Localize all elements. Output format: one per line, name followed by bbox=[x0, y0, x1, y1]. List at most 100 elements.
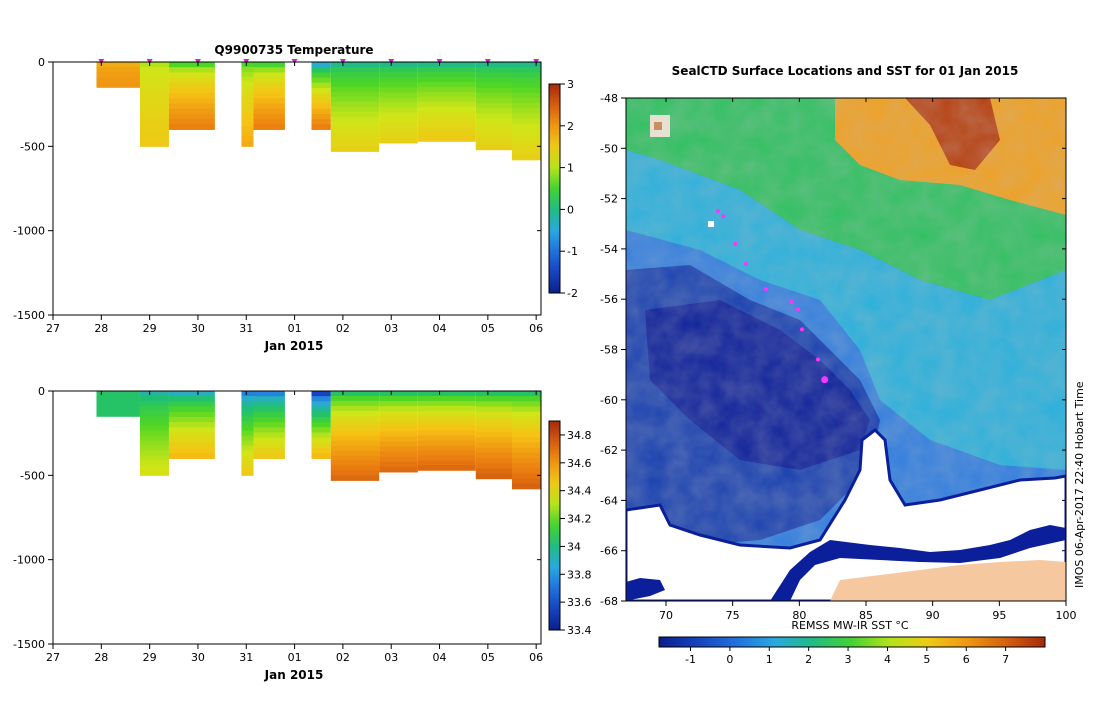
profile-cell bbox=[512, 478, 541, 485]
profile-cell bbox=[311, 442, 331, 449]
profile-cell bbox=[330, 420, 380, 427]
profile-cell bbox=[139, 460, 169, 466]
profile-cell bbox=[379, 92, 418, 98]
profile-cell bbox=[139, 465, 169, 471]
profile-cell bbox=[330, 131, 380, 137]
map-y-tick-label: -54 bbox=[600, 243, 618, 256]
profile-cell bbox=[475, 427, 513, 433]
profile-cell bbox=[330, 126, 380, 133]
profile bbox=[512, 391, 541, 490]
profile-cell bbox=[379, 67, 418, 73]
profile-cell bbox=[253, 93, 285, 99]
profile-cell bbox=[379, 137, 418, 144]
profile bbox=[475, 391, 513, 480]
profile-cell bbox=[168, 93, 215, 99]
profile-cell bbox=[253, 427, 285, 434]
profile-cell bbox=[330, 146, 380, 152]
profile-cell bbox=[475, 396, 513, 402]
profile-cell bbox=[379, 72, 418, 78]
profile bbox=[311, 391, 331, 459]
profile-cell bbox=[379, 62, 418, 68]
profile-cell bbox=[253, 67, 285, 73]
profile-cell bbox=[512, 468, 541, 474]
profile-cell bbox=[417, 430, 476, 437]
x-tick-label: 28 bbox=[94, 651, 108, 664]
profile-cell bbox=[475, 87, 513, 94]
profile-cell bbox=[96, 406, 140, 412]
profile-cell bbox=[311, 124, 331, 130]
map-y-tick-label: -64 bbox=[600, 494, 618, 507]
x-tick-label: 30 bbox=[191, 651, 205, 664]
profile-cell bbox=[475, 62, 513, 68]
profile-cell bbox=[417, 410, 476, 417]
sst-map-axes: 70 75 80 85 90 95 100 -48 -50 -52 -54 -56 -58 -60 -62 -… bbox=[600, 92, 1076, 622]
profile-cell bbox=[330, 91, 380, 98]
profile bbox=[241, 62, 254, 147]
profile-cell bbox=[311, 77, 331, 84]
profile-cell bbox=[379, 421, 418, 427]
profile-cell bbox=[379, 112, 418, 119]
profile-cell bbox=[241, 131, 254, 137]
profile-cell bbox=[475, 103, 513, 109]
profile-cell bbox=[512, 128, 541, 135]
profile bbox=[475, 62, 513, 151]
profile-cell bbox=[139, 391, 169, 397]
profile-cell bbox=[417, 455, 476, 461]
profile-cell bbox=[475, 411, 513, 418]
x-tick-label: 03 bbox=[384, 651, 398, 664]
salinity-colorbar bbox=[548, 420, 561, 631]
profile-cell bbox=[253, 432, 285, 439]
sst-map-title: SealCTD Surface Locations and SST for 01… bbox=[672, 64, 1019, 78]
profile-cell bbox=[311, 416, 331, 423]
profile-cell bbox=[475, 67, 513, 73]
colorbar-tick-label: -2 bbox=[567, 287, 578, 300]
profile bbox=[139, 62, 169, 147]
salinity-plot-frame bbox=[52, 390, 542, 645]
profile-cell bbox=[311, 396, 331, 402]
profile-cell bbox=[139, 121, 169, 127]
profile-cell bbox=[241, 91, 254, 98]
map-y-tick-label: -52 bbox=[600, 193, 618, 206]
profile-cell bbox=[379, 401, 418, 407]
profile-cell bbox=[379, 451, 418, 458]
profile-cell bbox=[311, 422, 331, 428]
profile-cell bbox=[241, 430, 254, 437]
profile-cell bbox=[241, 440, 254, 447]
profile-cell bbox=[512, 396, 541, 402]
profile-cell bbox=[253, 406, 285, 413]
profile-cell bbox=[168, 119, 215, 125]
profile-cell bbox=[417, 460, 476, 466]
profile bbox=[379, 62, 418, 144]
profile-cell bbox=[330, 86, 380, 93]
salinity-axes: 27 28 29 30 31 01 02 03 04 05 06 0 -500 -1000 -1500 bbox=[13, 385, 543, 664]
profile-cell bbox=[168, 113, 215, 120]
profile-cell bbox=[330, 96, 380, 103]
profile bbox=[96, 391, 140, 417]
profile-cell bbox=[311, 391, 331, 397]
profile-cell bbox=[139, 81, 169, 88]
profile-cell bbox=[512, 447, 541, 454]
profile-cell bbox=[330, 136, 380, 142]
profile-cell bbox=[475, 473, 513, 480]
colorbar-tick-label: 34 bbox=[567, 540, 581, 553]
profile-cell bbox=[475, 144, 513, 151]
profile-cell bbox=[330, 391, 380, 397]
profile-cell bbox=[379, 391, 418, 397]
profile-cell bbox=[139, 455, 169, 461]
small-island bbox=[708, 221, 714, 227]
profile bbox=[96, 62, 140, 88]
profile-cell bbox=[139, 76, 169, 83]
profile-cell bbox=[379, 102, 418, 109]
y-tick-label: -1500 bbox=[13, 309, 45, 322]
map-x-tick-label: 85 bbox=[859, 609, 873, 622]
profile-cell bbox=[475, 92, 513, 99]
profile-cell bbox=[417, 440, 476, 447]
profile-cell bbox=[168, 411, 215, 418]
profile-cell bbox=[330, 66, 380, 73]
profile-cell bbox=[512, 411, 541, 418]
profile-cell bbox=[512, 391, 541, 397]
profile bbox=[330, 391, 380, 481]
profile bbox=[417, 62, 476, 142]
temperature-plot-area bbox=[96, 59, 541, 161]
profile-cell bbox=[475, 437, 513, 444]
